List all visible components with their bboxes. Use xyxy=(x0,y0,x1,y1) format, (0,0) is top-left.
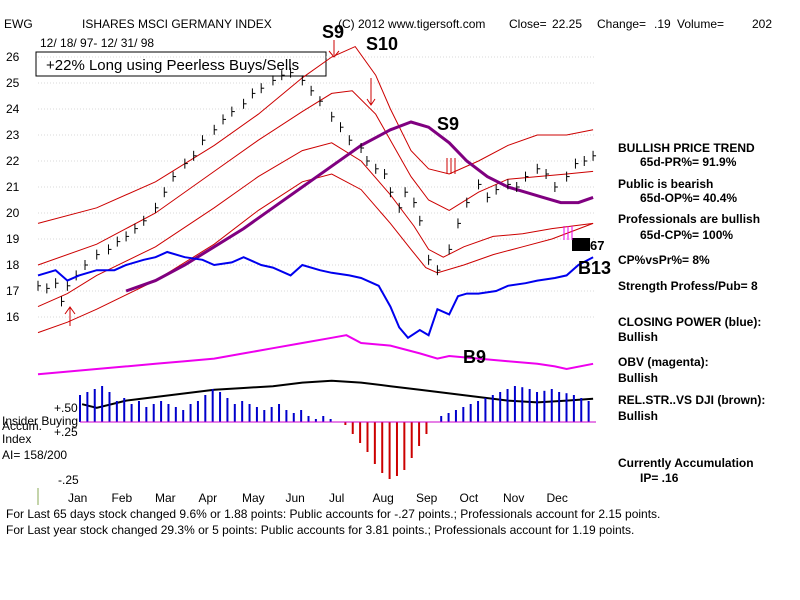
x-label-aug: Aug xyxy=(373,491,394,505)
side-panel-line-6: CP%vsPr%= 8% xyxy=(618,253,710,267)
s9-arrow-head xyxy=(328,50,340,58)
change-label: Change= xyxy=(597,17,646,31)
y-tick-22: 22 xyxy=(6,154,20,168)
x-label-may: May xyxy=(242,491,265,505)
price-bars xyxy=(37,67,597,307)
indicator-lines xyxy=(37,250,594,409)
y-tick-20: 20 xyxy=(6,206,20,220)
side-panel-line-4: Professionals are bullish xyxy=(618,212,760,226)
y-tick-18: 18 xyxy=(6,258,20,272)
accum-tick-50: +.50 xyxy=(54,401,78,415)
price-grid xyxy=(38,56,596,318)
moving-average xyxy=(125,120,594,293)
x-label-jun: Jun xyxy=(286,491,305,505)
side-panel-line-8: CLOSING POWER (blue): xyxy=(618,315,761,329)
signal-box xyxy=(572,238,590,251)
index-label: Index xyxy=(2,432,31,446)
accum-tick-neg25: -.25 xyxy=(58,473,79,487)
buy-arrow-head xyxy=(64,306,76,315)
side-panel-line-9: Bullish xyxy=(618,330,658,344)
ticker-label: EWG xyxy=(4,17,33,31)
y-tick-19: 19 xyxy=(6,232,20,246)
side-panel-line-13: Bullish xyxy=(618,409,658,423)
side-panel-line-5: 65d-CP%= 100% xyxy=(640,228,733,242)
x-label-sep: Sep xyxy=(416,491,438,505)
y-tick-24: 24 xyxy=(6,102,20,116)
change-value: .19 xyxy=(654,17,671,31)
y-tick-23: 23 xyxy=(6,128,20,142)
sell-cluster-dec xyxy=(563,226,573,240)
x-label-oct: Oct xyxy=(460,491,479,505)
date-range: 12/ 18/ 97- 12/ 31/ 98 xyxy=(40,36,154,50)
close-label: Close= xyxy=(509,17,547,31)
signal-s10: S10 xyxy=(366,34,398,54)
bollinger-bands xyxy=(37,45,594,334)
side-panel-line-12: REL.STR..VS DJI (brown): xyxy=(618,393,765,407)
volume-value: 202 xyxy=(752,17,772,31)
accum-tick-25: +.25 xyxy=(54,425,78,439)
sell-cluster-sep xyxy=(446,158,456,174)
y-tick-17: 17 xyxy=(6,284,20,298)
x-label-nov: Nov xyxy=(503,491,524,505)
accum-label: Accum. xyxy=(2,419,42,433)
side-panel-line-0: BULLISH PRICE TREND xyxy=(618,141,755,155)
s10-arrow-head xyxy=(366,98,376,106)
close-value: 22.25 xyxy=(552,17,582,31)
x-label-mar: Mar xyxy=(155,491,176,505)
side-panel-line-10: OBV (magenta): xyxy=(618,355,709,369)
headline-text: +22% Long using Peerless Buys/Sells xyxy=(46,57,299,74)
rel-str-line xyxy=(81,379,594,409)
lower-band xyxy=(37,173,594,334)
side-panel-line-2: Public is bearish xyxy=(618,177,713,191)
obv-line xyxy=(37,334,594,376)
side-panel-line-14: Currently Accumulation xyxy=(618,456,754,470)
insider-buying-label: Insider Buying xyxy=(2,414,78,428)
x-label-jul: Jul xyxy=(329,491,344,505)
closing-power-line xyxy=(37,250,594,340)
side-panel-line-11: Bullish xyxy=(618,371,658,385)
side-panel-line-1: 65d-PR%= 91.9% xyxy=(640,155,737,169)
chart-title: ISHARES MSCI GERMANY INDEX xyxy=(82,17,272,31)
side-panel-line-15: IP= .16 xyxy=(640,471,679,485)
x-label-dec: Dec xyxy=(547,491,568,505)
signal-s9-top: S9 xyxy=(322,22,344,42)
side-panel-line-3: 65d-OP%= 40.4% xyxy=(640,191,737,205)
accumulation-histogram xyxy=(79,386,590,479)
y-tick-21: 21 xyxy=(6,180,20,194)
x-axis-labels: Jan Feb Mar Apr May Jun Jul Aug Sep Oct Nov Dec xyxy=(68,491,568,505)
lower-inner-band xyxy=(37,142,594,308)
copyright-label: (C) 2012 www.tigersoft.com xyxy=(338,17,485,31)
y-tick-25: 25 xyxy=(6,76,20,90)
x-label-feb: Feb xyxy=(112,491,133,505)
ai-label: AI= 158/200 xyxy=(2,448,67,462)
y-tick-26: 26 xyxy=(6,50,20,64)
signal-b13: B13 xyxy=(578,258,611,278)
price-y-ticks: 16 17 18 19 20 21 22 23 24 25 26 xyxy=(6,50,20,324)
x-label-apr: Apr xyxy=(199,491,218,505)
headline-box xyxy=(35,51,327,77)
upper-band xyxy=(37,45,594,224)
footer-line-2: For Last year stock changed 29.3% or 5 p… xyxy=(6,523,634,537)
signal-b9: B9 xyxy=(463,347,486,367)
volume-label: Volume= xyxy=(677,17,724,31)
y-tick-16: 16 xyxy=(6,310,20,324)
signal-s9-mid: S9 xyxy=(437,114,459,134)
upper-inner-band xyxy=(37,90,594,266)
side-panel-line-7: Strength Profess/Pub= 8 xyxy=(618,279,758,293)
x-label-jan: Jan xyxy=(68,491,87,505)
signal-box-label: 67 xyxy=(590,238,604,253)
footer-line-1: For Last 65 days stock changed 9.6% or 1… xyxy=(6,507,660,521)
